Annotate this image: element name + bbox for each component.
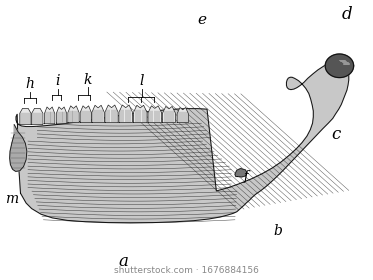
Polygon shape (163, 106, 175, 123)
Polygon shape (105, 105, 118, 123)
Polygon shape (119, 105, 132, 123)
Text: b: b (273, 224, 282, 238)
Polygon shape (177, 108, 188, 123)
Polygon shape (32, 108, 43, 125)
Polygon shape (134, 105, 147, 123)
Text: c: c (331, 126, 340, 143)
Polygon shape (56, 107, 67, 123)
Polygon shape (20, 108, 31, 125)
Text: e: e (197, 13, 206, 27)
Text: m: m (4, 192, 18, 206)
Polygon shape (148, 106, 162, 123)
Text: h: h (25, 77, 34, 91)
Polygon shape (44, 107, 55, 124)
Text: k: k (84, 73, 92, 87)
Polygon shape (235, 169, 247, 177)
Text: f: f (244, 170, 248, 183)
Polygon shape (68, 106, 79, 123)
Text: shutterstock.com · 1676884156: shutterstock.com · 1676884156 (114, 266, 259, 275)
Text: d: d (342, 6, 352, 22)
Polygon shape (10, 125, 27, 171)
Polygon shape (80, 106, 91, 123)
Polygon shape (325, 54, 354, 78)
Text: l: l (140, 74, 144, 88)
Text: i: i (56, 74, 60, 88)
Text: a: a (118, 253, 128, 270)
Polygon shape (16, 59, 349, 223)
Polygon shape (92, 105, 104, 123)
